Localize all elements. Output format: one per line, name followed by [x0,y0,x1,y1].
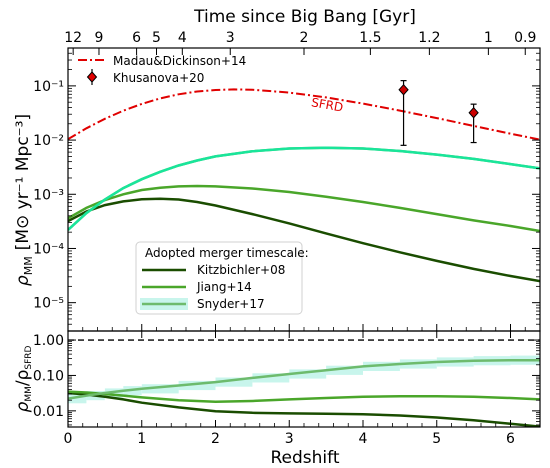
x-axis-label: Redshift [270,448,339,468]
snyder-band-segment [215,377,253,387]
x-tick-label: 2 [211,431,220,447]
top-panel-curves [68,80,540,283]
top-tick-label: 6 [132,30,141,46]
top-tick-label: 1.5 [359,30,381,46]
top-tick-label: 3 [226,30,235,46]
top-y-label-units: [M⊙ yr⁻¹ Mpc⁻³] [13,114,33,250]
snyder-band-segment [326,365,363,375]
x-tick-label: 3 [285,431,294,447]
y-tick-label: 10⁻¹ [33,79,64,95]
x-tick-label: 6 [506,431,515,447]
khusanova-point [468,106,479,119]
x-tick-label: 0 [64,431,73,447]
legend-bottom-box [135,241,303,315]
snyder-band-segment [289,369,327,379]
bottom-panel-curves [68,339,540,427]
series-line-kitzbichler-08 [68,197,540,283]
ratio-line-jiang-14 [68,390,540,404]
snyder-band-segment [141,384,179,394]
ratio-line-kitzbichler-08 [68,391,540,427]
x-tick-label: 5 [432,431,441,447]
legend-kitzbichler-label: Kitzbichler+08 [197,263,285,277]
snyder-band-segment [252,373,290,383]
top-tick-label: 9 [95,30,104,46]
legend-khusanova-label: Khusanova+20 [113,71,204,85]
legend-snyder-label: Snyder+17 [197,297,265,311]
top-y-label-rho: ρ [13,275,33,286]
top-tick-label: 5 [152,30,161,46]
legend-jiang-label: Jiang+14 [196,280,252,294]
top-y-label-sub: MM [22,256,35,275]
top-tick-label: 12 [64,30,82,46]
y-tick-label: 10⁻⁴ [33,241,64,257]
series-line-madau-dickinson-14 [68,88,540,141]
y-tick-label: 0.01 [33,404,64,420]
bottom-y-label-num-sub: MM [24,386,34,402]
legend-madau-label: Madau&Dickinson+14 [113,54,246,68]
legend-bottom-title: Adopted merger timescale: [145,246,309,260]
bottom-panel-frame [67,330,541,428]
y-tick-label: 10⁻⁵ [33,296,64,312]
sfrd-annotation: SFRD [310,95,344,114]
snyder-band-segment [178,380,216,391]
top-tick-label: 4 [178,30,187,46]
legend-bottom: Adopted merger timescale: Kitzbichler+08… [135,241,309,315]
bottom-y-label-num: ρ [13,401,33,412]
x-tick-label: 1 [137,431,146,447]
top-tick-label: 1.2 [418,30,440,46]
series-line-snyder-17 [68,146,540,231]
top-tick-label: 1 [484,30,493,46]
top-y-axis-label: ρMM [M⊙ yr⁻¹ Mpc⁻³] [13,114,35,286]
series-line-jiang-14 [68,184,540,233]
top-tick-label: 2 [300,30,309,46]
y-tick-label: 10⁻³ [33,187,64,203]
bottom-y-label-den: /ρ [13,370,33,387]
y-tick-label: 10⁻² [33,133,64,149]
y-tick-label: 1.00 [33,333,64,349]
snyder-band-segment [68,394,87,404]
y-tick-label: 0.10 [33,368,64,384]
legend-khusanova-marker [86,71,98,83]
legend-top: Madau&Dickinson+14 Khusanova+20 [78,54,246,85]
axis-ticks: 0 1 2 3 4 5 612 9 6 5 4 3 2 1.5 1.2 1 0.910⁻⁵10⁻⁴10⁻³10⁻… [33,30,540,447]
x-tick-label: 4 [359,431,368,447]
series-line-series-5 [68,146,540,231]
ratio-line-snyder-17 [68,358,540,400]
bottom-y-axis-label: ρMM/ρSFRD [13,345,34,412]
top-axis-label: Time since Big Bang [Gyr] [193,7,416,27]
khusanova-point [398,83,409,96]
top-tick-label: 0.9 [514,30,536,46]
bottom-y-label-den-sub: SFRD [24,345,34,369]
